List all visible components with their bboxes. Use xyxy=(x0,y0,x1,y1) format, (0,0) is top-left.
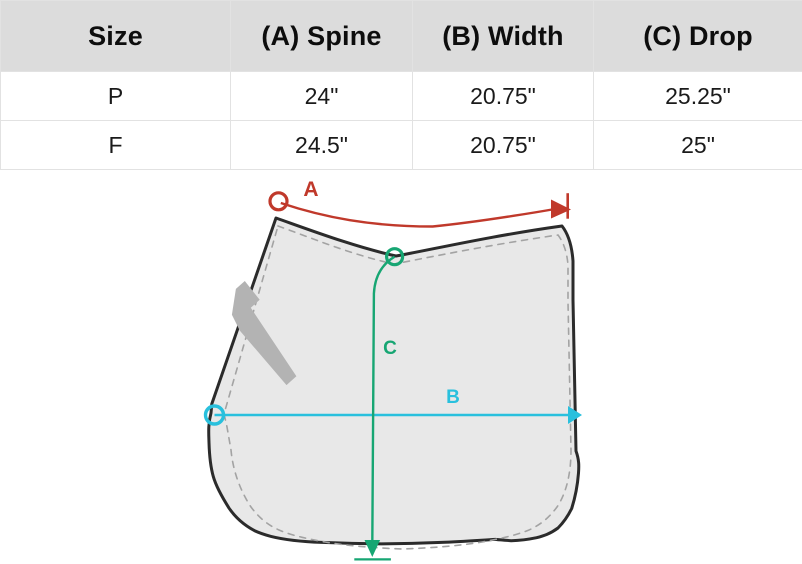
svg-text:A: A xyxy=(303,178,318,201)
svg-text:C: C xyxy=(383,338,397,359)
svg-text:B: B xyxy=(446,387,460,408)
